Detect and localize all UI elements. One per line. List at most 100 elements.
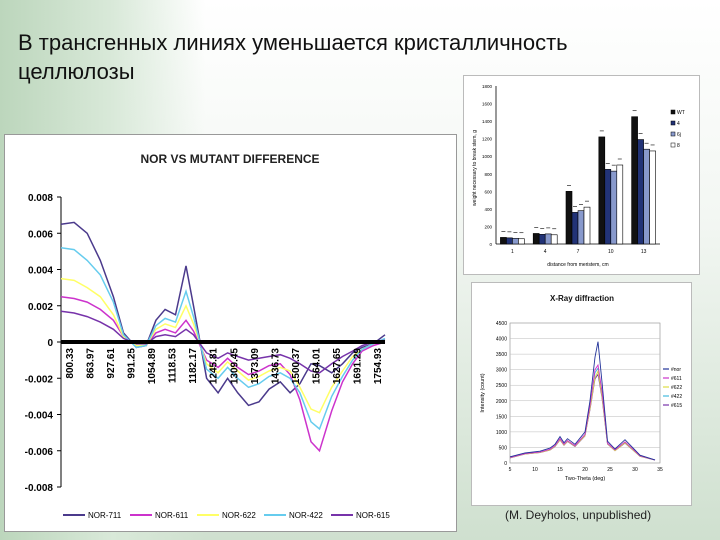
x-tick-label: 1754.93 [373,348,384,385]
legend-label-3: NOR-422 [289,511,323,520]
xray-diffraction-chart-svg: X-Ray diffraction 0 500 1000 1500 2000 2500 300… [480,294,682,482]
y-tick-label: 0 [47,338,53,349]
y-tick-label: 1500 [496,414,507,420]
credit-text: (M. Deyholos, unpublished) [505,508,652,522]
x-tick-label: 863.97 [86,348,97,379]
y-tick-label: 800 [484,172,492,177]
legend-label-0: WT [677,110,685,116]
stem-strength-chart-svg: 0 200 400 600 800 1000 1200 1400 1600 1800 weight … [472,84,685,268]
y-tick-label: 200 [484,224,492,229]
y-tick-label: 400 [484,207,492,212]
bar-1-3 [604,169,612,245]
legend-label-3: 8 [677,143,680,149]
legend-label-2: 6j [677,132,681,138]
series-line-0 [509,341,656,461]
x-tick-label: 1500.37 [291,348,302,385]
y-axis-label: weight necessary to break stem, g [472,130,478,206]
x-tick-label: 1054.89 [147,348,158,385]
bar-1-1 [538,234,546,245]
series-line-1 [509,363,656,461]
xray-diffraction-chart: X-Ray diffraction 0 500 1000 1500 2000 2500 300… [471,282,692,506]
x-tick-label: 10 [608,249,614,255]
legend-label-1: 4 [677,121,680,127]
y-tick-label: -0.002 [25,374,54,385]
series-line-2 [60,277,386,414]
x-tick-label: 7 [577,249,580,255]
x-tick-label: 5 [509,467,512,473]
x-tick-label: 4 [544,249,547,255]
slide-title: В трансгенных линиях уменьшается кристал… [18,28,668,86]
bar-0-3 [598,136,606,245]
stem-strength-chart: 0 200 400 600 800 1000 1200 1400 1600 1800 weight … [463,75,700,275]
x-tick-label: 927.61 [106,348,117,379]
x-tick-label: 30 [632,467,638,473]
legend-label-4: NOR-615 [356,511,390,520]
bar-0-2 [565,191,573,245]
legend-swatch-3 [670,142,676,148]
y-tick-label: 3000 [496,368,507,374]
chart-title: X-Ray diffraction [550,294,614,303]
y-tick-label: 0.004 [28,266,53,277]
bar-2-1 [544,233,552,245]
legend-label-2: NOR-622 [222,511,256,520]
bar-2-0 [512,237,519,245]
x-tick-label: 1245.81 [209,348,220,385]
x-tick-label: 1309.45 [229,348,240,385]
x-tick-label: 1 [511,249,514,255]
x-axis-label: Two-Theta (deg) [565,476,606,482]
x-tick-label: 991.25 [127,348,138,379]
y-tick-label: 1000 [496,430,507,436]
legend-label-0: NOR-711 [88,511,122,520]
bar-2-2 [577,210,585,245]
y-tick-label: 0.006 [28,229,53,240]
y-tick-label: 1600 [482,102,493,107]
x-tick-label: 25 [607,467,613,473]
x-tick-label: 1691.29 [352,348,363,385]
bar-0-1 [532,233,540,245]
y-tick-label: 1000 [482,154,493,159]
x-tick-label: 1627.65 [332,348,343,385]
y-tick-label: 2500 [496,383,507,389]
y-tick-label: 3500 [496,352,507,358]
bar-3-2 [583,206,591,245]
bar-1-0 [506,237,513,245]
legend-label-1: NOR-611 [155,511,189,520]
bar-3-4 [649,150,656,245]
x-axis-label: distance from meristem, cm [547,262,608,268]
bar-1-2 [571,212,579,245]
series-line-2 [509,369,656,461]
legend-label-4: #615 [671,403,682,409]
y-tick-label: -0.008 [25,483,54,494]
slide-title-line1: В трансгенных линиях уменьшается кристал… [18,30,568,55]
y-tick-label: 2000 [496,399,507,405]
x-tick-label: 10 [532,467,538,473]
legend-label-3: #422 [671,394,682,400]
legend-label-1: #611 [671,376,682,382]
x-tick-label: 35 [657,467,663,473]
legend-swatch-2 [670,131,676,137]
x-tick-label: 1373.09 [250,348,261,385]
legend-swatch-1 [670,120,676,126]
y-axis-label: Intensity (count) [480,373,486,412]
legend-label-0: #nor [671,367,681,373]
slide-title-line2: целлюлозы [18,59,135,84]
bar-0-0 [500,237,507,245]
y-tick-label: 1400 [482,119,493,124]
bar-2-4 [643,148,650,245]
chart-title: NOR VS MUTANT DIFFERENCE [140,152,319,166]
y-tick-label: 0.008 [28,193,53,204]
bar-3-3 [616,164,624,245]
x-tick-label: 1118.53 [168,348,179,383]
y-tick-label: 0 [489,242,492,247]
x-tick-label: 20 [582,467,588,473]
x-tick-label: 15 [557,467,563,473]
x-tick-label: 800.33 [65,348,76,379]
bar-3-0 [518,238,525,245]
y-tick-label: 4000 [496,337,507,343]
bar-0-4 [631,116,638,245]
y-tick-label: 0 [504,461,507,467]
bar-1-4 [637,139,644,245]
series-line-4 [60,310,386,374]
y-tick-label: 600 [484,189,492,194]
y-tick-label: -0.006 [25,447,54,458]
